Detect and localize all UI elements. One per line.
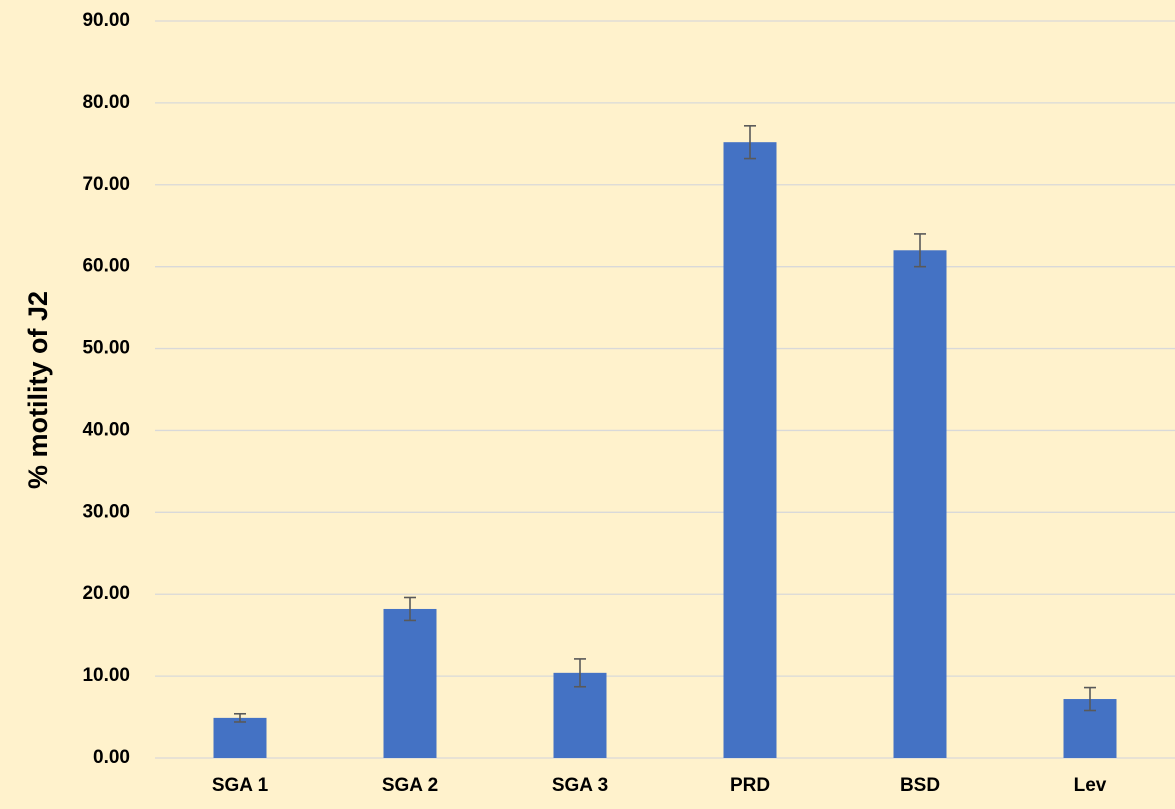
- error-bar: [914, 233, 926, 268]
- error-bar: [744, 125, 756, 160]
- bar: [893, 250, 947, 759]
- error-bar: [234, 712, 246, 723]
- y-tick-label: 30.00: [82, 501, 130, 522]
- bar: [383, 608, 437, 758]
- bar: [213, 717, 267, 758]
- y-tick-label: 10.00: [82, 665, 130, 686]
- x-tick-label: Lev: [1074, 775, 1107, 796]
- y-tick-label: 70.00: [82, 174, 130, 195]
- y-tick-label: 0.00: [93, 747, 130, 768]
- bar: [723, 142, 777, 758]
- y-tick-label: 80.00: [82, 92, 130, 113]
- y-tick-label: 90.00: [82, 10, 130, 31]
- x-tick-label: BSD: [900, 775, 940, 796]
- x-tick-label: PRD: [730, 775, 770, 796]
- y-tick-label: 60.00: [82, 256, 130, 277]
- y-tick-label: 40.00: [82, 419, 130, 440]
- y-tick-label: 20.00: [82, 583, 130, 604]
- y-tick-label: 50.00: [82, 338, 130, 359]
- error-bar: [574, 658, 586, 688]
- y-axis-label: % motility of J2: [23, 291, 53, 489]
- x-tick-label: SGA 2: [382, 775, 438, 796]
- x-tick-label: SGA 1: [212, 775, 269, 796]
- error-bar: [404, 596, 416, 622]
- error-bar: [1084, 686, 1096, 712]
- x-tick-label: SGA 3: [552, 775, 608, 796]
